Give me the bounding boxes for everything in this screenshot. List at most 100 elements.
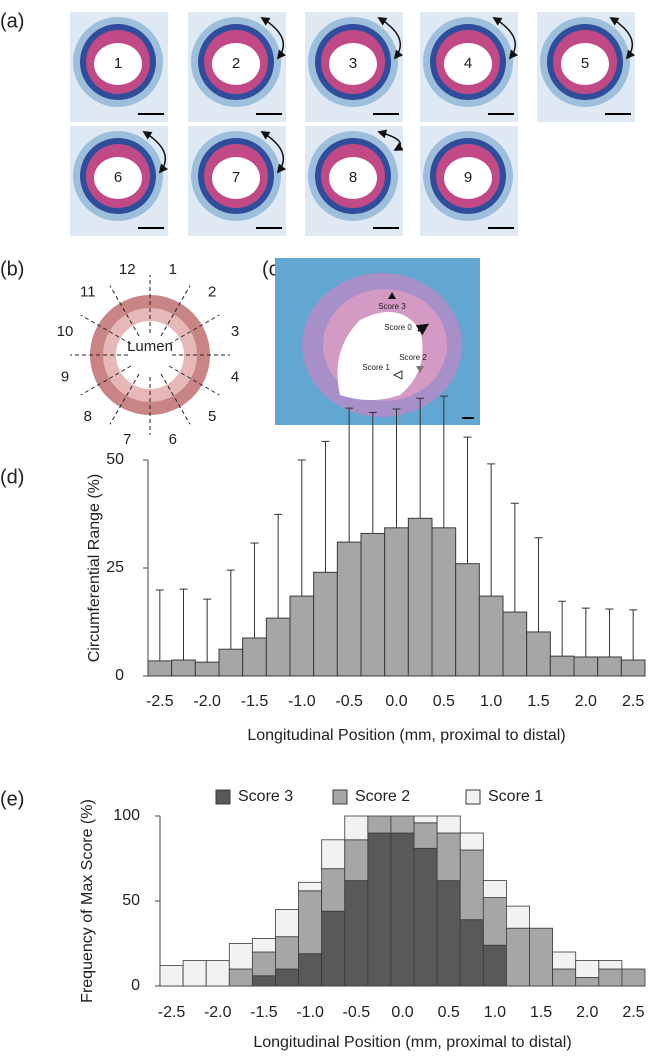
bar-segment [321,868,346,912]
bar-segment [598,960,623,970]
range-arrow [260,17,287,60]
error-bar [439,395,448,528]
bar-segment [482,897,507,946]
bar [218,648,244,677]
error-bar [487,463,496,597]
error-bar [203,598,212,663]
error-bar [368,411,377,534]
bar-segment [298,881,323,892]
clock-label: 11 [80,284,96,301]
bar-segment [552,968,577,987]
bar-segment [275,936,299,970]
error-bar [297,459,306,597]
bar-segment [482,880,507,898]
bar-segment [159,965,184,987]
clock-label: 12 [119,261,136,278]
score-label: Score 2 [399,353,427,362]
bar-segment [459,849,484,921]
clock-label: 3 [231,323,239,340]
y-axis-title: Circumferential Range (%) [86,474,103,663]
clock-label: 10 [57,323,74,340]
bar-segment [552,951,577,970]
error-bar [558,600,567,657]
x-tick-label: 2.5 [622,693,644,710]
range-arrow [377,17,404,60]
bar-segment [321,839,346,870]
x-tick-label: -1.5 [241,693,269,710]
x-tick-label: 1.0 [484,1004,506,1021]
bar-segment [321,910,346,987]
bar-segment [459,832,484,851]
x-tick-label: 0.5 [433,693,455,710]
y-tick-label: 50 [106,451,124,468]
x-axis-title: Longitudinal Position (mm, proximal to d… [253,1034,571,1051]
range-arrow [142,131,169,174]
bar-segment [275,968,299,987]
lumen [94,157,142,199]
section-number: 6 [114,169,122,186]
lumen [329,157,377,199]
bar-segment [344,880,369,987]
x-tick-label: -0.5 [335,693,363,710]
section-number: 1 [114,55,122,72]
section-number: 8 [349,169,357,186]
section-number: 7 [232,169,240,186]
y-tick-label: 25 [106,559,124,576]
bar [289,595,315,677]
range-arrow [609,17,636,60]
clock-label: 2 [208,284,216,301]
lumen [444,157,492,199]
legend-label: Score 1 [488,788,543,805]
x-tick-label: 0.5 [438,1004,460,1021]
sector-line [80,314,132,345]
bar-segment [228,943,253,970]
legend-label: Score 3 [238,788,293,805]
x-tick-label: -1.5 [250,1004,278,1021]
bar [313,571,338,677]
error-bar [392,408,401,528]
bar [407,517,433,677]
bar-segment [482,944,507,987]
bar-segment [390,832,415,987]
bar-segment [182,960,207,987]
x-tick-label: 0.0 [391,1004,413,1021]
bar-segment [251,938,276,953]
y-axis-title: Frequency of Max Score (%) [79,799,96,1003]
bar [526,631,551,677]
error-bar [605,608,614,657]
error-bar [226,569,235,650]
error-bar [250,542,259,638]
bar-segment [575,977,600,987]
bar-segment [506,905,530,929]
error-bar [463,436,472,564]
bar-segment [413,822,438,849]
bar-segment [413,815,438,824]
sector-line [109,373,140,425]
bar-segment [344,815,369,841]
bar [384,527,409,677]
legend-swatch [465,789,481,805]
sector-line [109,285,140,337]
clock-label: 9 [61,369,69,386]
bar-segment [598,968,623,987]
bar-segment [436,880,461,987]
x-tick-label: 2.5 [622,1004,644,1021]
bar-segment [413,847,438,987]
section-number: 3 [349,55,357,72]
clock-label: 6 [169,431,177,448]
x-tick-label: -2.0 [193,693,221,710]
error-bar [155,589,164,661]
sector-line [160,285,191,337]
bar-segment [275,909,299,938]
bar [431,527,457,677]
bar-segment [575,960,600,978]
bar-segment [436,815,461,834]
score-marker [415,323,429,336]
clock-label: 1 [169,261,177,278]
bar-segment [298,953,323,987]
bar [265,617,291,677]
section-number: 4 [464,55,472,72]
bar [336,541,362,677]
bar-segment [529,927,554,987]
